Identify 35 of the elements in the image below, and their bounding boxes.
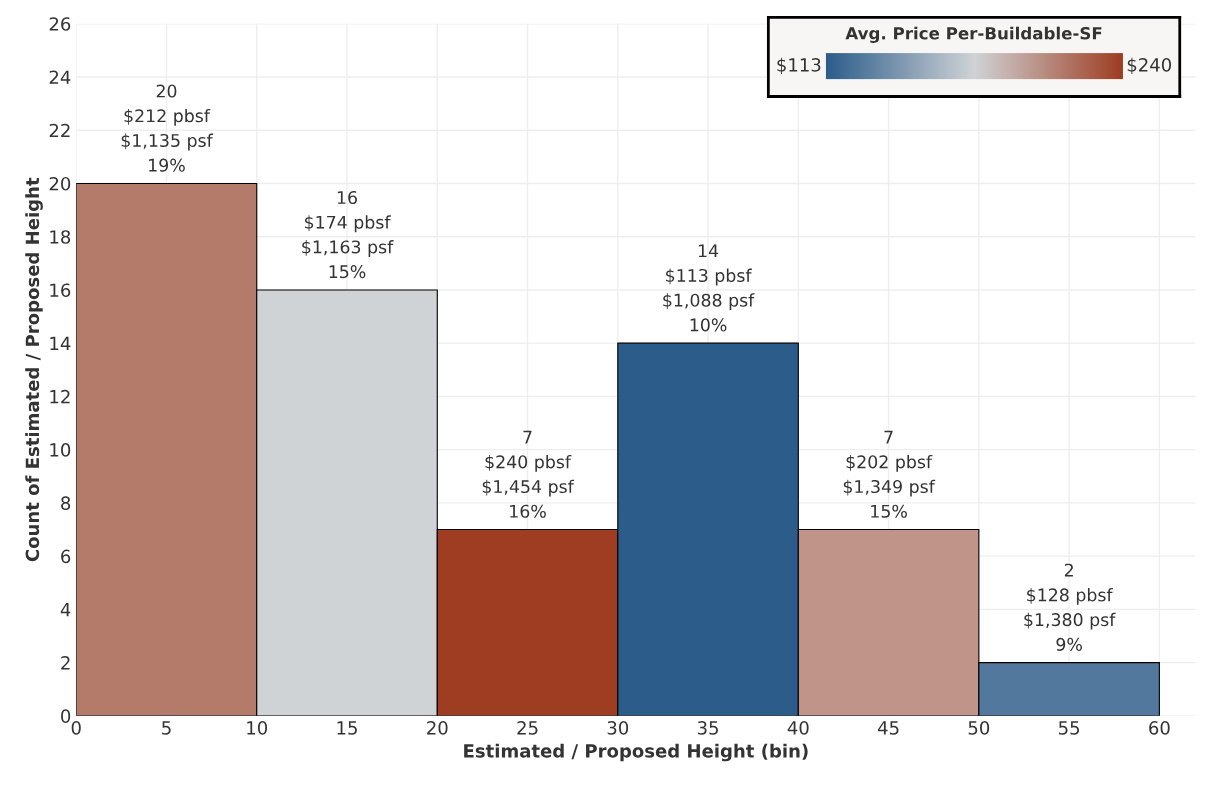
x-tick-label: 10 <box>247 721 268 735</box>
y-tick-label: 14 <box>50 336 71 351</box>
y-tick-label: 0 <box>61 709 71 723</box>
y-tick-label: 8 <box>61 496 71 511</box>
data-label: 14 $113 pbsf $1,088 psf 10% <box>663 244 755 332</box>
y-tick-label: 16 <box>50 283 71 298</box>
x-tick-label: 15 <box>337 721 357 735</box>
data-label: 2 $128 pbsf $1,380 psf 9% <box>1024 563 1116 651</box>
y-axis-title: Count of Estimated / Proposed Height <box>25 177 43 562</box>
data-label: 7 $240 pbsf $1,454 psf 16% <box>482 430 575 518</box>
x-tick-label: 50 <box>968 721 990 735</box>
x-tick-label: 30 <box>607 721 629 735</box>
x-tick-label: 35 <box>697 721 718 735</box>
y-tick-label: 22 <box>49 123 70 138</box>
y-tick-label: 10 <box>50 443 71 457</box>
x-tick-label: 25 <box>517 721 538 735</box>
y-tick-label: 24 <box>49 70 71 84</box>
y-tick-label: 18 <box>50 230 71 244</box>
x-tick-label: 60 <box>1149 721 1170 735</box>
data-label: 20 $212 pbsf $1,135 psf 19% <box>121 84 214 172</box>
y-tick-label: 6 <box>61 549 71 564</box>
y-tick-label: 20 <box>49 176 71 191</box>
data-label: 16 $174 pbsf $1,163 psf 15% <box>302 190 394 279</box>
x-tick-label: 0 <box>71 721 81 735</box>
x-axis-title: Estimated / Proposed Height (bin) <box>464 743 808 762</box>
data-label: 7 $202 pbsf $1,349 psf 15% <box>843 430 936 518</box>
x-tick-label: 55 <box>1059 721 1080 735</box>
y-tick-label: 12 <box>50 389 70 404</box>
y-tick-label: 4 <box>60 603 71 617</box>
y-tick-label: 2 <box>61 656 70 670</box>
x-tick-label: 40 <box>787 721 809 735</box>
x-tick-label: 5 <box>162 721 171 735</box>
x-tick-label: 20 <box>427 721 448 735</box>
x-tick-label: 45 <box>877 721 899 735</box>
y-tick-label: 26 <box>49 17 71 31</box>
